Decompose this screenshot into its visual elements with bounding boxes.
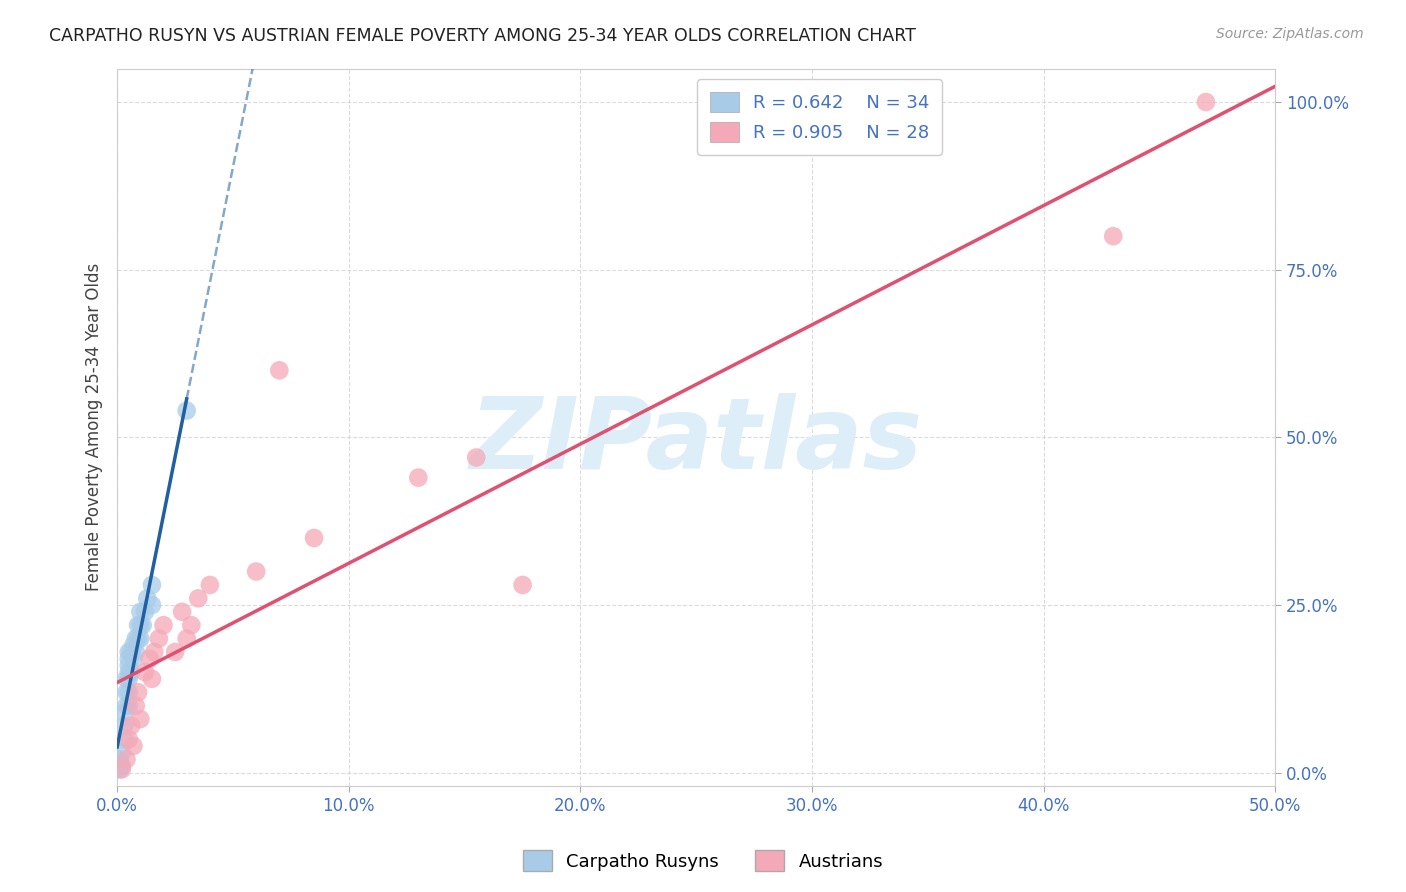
Point [129, 712, 152, 726]
Point [115, 698, 138, 713]
Point [108, 763, 131, 777]
Point [138, 651, 160, 665]
Point [118, 665, 141, 680]
Point [111, 746, 134, 760]
Point [120, 665, 142, 680]
Point [134, 605, 156, 619]
Point [118, 651, 141, 665]
Point [108, 752, 131, 766]
Point [118, 645, 141, 659]
Point [269, 363, 291, 377]
Point [176, 403, 198, 417]
Point [152, 618, 174, 632]
Point [112, 732, 135, 747]
Point [115, 752, 138, 766]
Point [111, 763, 134, 777]
Point [187, 591, 209, 606]
Point [112, 706, 135, 720]
Point [141, 598, 163, 612]
Point [118, 685, 141, 699]
Point [118, 698, 141, 713]
Point [125, 698, 148, 713]
Legend: Carpatho Rusyns, Austrians: Carpatho Rusyns, Austrians [516, 843, 890, 879]
Point [176, 632, 198, 646]
Point [198, 578, 221, 592]
Point [165, 645, 187, 659]
Point [120, 719, 142, 733]
Point [111, 759, 134, 773]
Point [1102, 229, 1125, 244]
Point [1195, 95, 1218, 109]
Point [122, 651, 145, 665]
Point [143, 645, 166, 659]
Point [180, 618, 202, 632]
Point [115, 672, 138, 686]
Point [134, 665, 156, 680]
Point [408, 470, 430, 484]
Point [118, 732, 141, 747]
Point [170, 605, 193, 619]
Point [127, 685, 149, 699]
Point [131, 618, 153, 632]
Point [148, 632, 170, 646]
Point [245, 565, 267, 579]
Point [115, 685, 138, 699]
Text: Source: ZipAtlas.com: Source: ZipAtlas.com [1216, 27, 1364, 41]
Point [465, 450, 488, 465]
Point [136, 591, 159, 606]
Point [127, 618, 149, 632]
Point [127, 632, 149, 646]
Point [122, 638, 145, 652]
Point [120, 645, 142, 659]
Point [302, 531, 325, 545]
Point [122, 739, 145, 753]
Point [118, 672, 141, 686]
Text: CARPATHO RUSYN VS AUSTRIAN FEMALE POVERTY AMONG 25-34 YEAR OLDS CORRELATION CHAR: CARPATHO RUSYN VS AUSTRIAN FEMALE POVERT… [49, 27, 917, 45]
Y-axis label: Female Poverty Among 25-34 Year Olds: Female Poverty Among 25-34 Year Olds [86, 263, 103, 591]
Point [118, 658, 141, 673]
Point [141, 578, 163, 592]
Point [129, 618, 152, 632]
Point [125, 645, 148, 659]
Point [141, 672, 163, 686]
Point [112, 719, 135, 733]
Point [129, 632, 152, 646]
Point [129, 605, 152, 619]
Legend: R = 0.642    N = 34, R = 0.905    N = 28: R = 0.642 N = 34, R = 0.905 N = 28 [697, 79, 942, 155]
Point [512, 578, 534, 592]
Point [125, 632, 148, 646]
Text: ZIPatlas: ZIPatlas [470, 393, 922, 491]
